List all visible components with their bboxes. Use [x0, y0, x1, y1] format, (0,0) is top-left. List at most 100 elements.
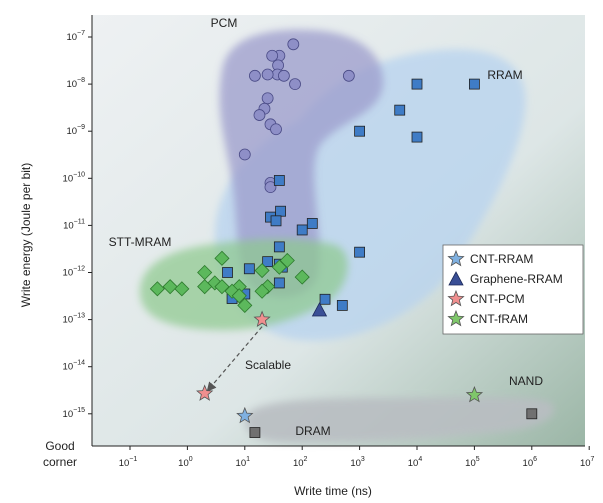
rram-point	[394, 104, 406, 116]
rram-point	[273, 175, 285, 186]
stt-mram-point	[149, 281, 165, 297]
rram-point	[273, 241, 285, 253]
legend-box	[442, 244, 584, 335]
rram-point	[319, 293, 331, 305]
region-label-nand: NAND	[509, 374, 543, 388]
dram-point	[249, 427, 261, 438]
rram-point	[411, 131, 423, 143]
y-ticks: 10−7 10−8 10−9 10−10 10−11 10−12 10−13 10−14 10−…	[63, 30, 92, 420]
region-label-rram: RRAM	[487, 68, 522, 82]
data-marks	[149, 38, 538, 438]
pcm-point	[249, 69, 261, 82]
rram-point	[270, 215, 282, 227]
pcm-point	[287, 38, 300, 51]
x-tick-label: 103	[350, 456, 365, 469]
rram-point	[275, 205, 286, 217]
stt-mram-point	[162, 279, 178, 295]
stt-mram-point	[254, 262, 270, 279]
dram-points	[249, 427, 261, 438]
pcm-point	[261, 92, 274, 105]
x-ticks: 10−1 100 101 102 103 104 105 106 107	[119, 446, 595, 469]
region-label-stt-mram: STT-MRAM	[109, 235, 172, 249]
legend-label: CNT-PCM	[470, 292, 525, 306]
cnt-fram-point	[465, 385, 484, 403]
legend-label: CNT-fRAM	[470, 312, 528, 326]
region-label-pcm: PCM	[211, 16, 238, 30]
rram-point	[262, 256, 274, 268]
legend-marker-graphene-rram	[448, 271, 464, 286]
y-axis-label: Write energy (Joule per bit)	[19, 163, 33, 308]
legend-marker-cnt-rram	[447, 249, 465, 267]
y-tick-label: 10−15	[63, 407, 86, 420]
stt-mram-point	[231, 288, 247, 304]
x-tick-label: 104	[408, 456, 423, 469]
nand-point	[526, 408, 538, 420]
stt-mram-point	[214, 250, 230, 266]
nand-points	[526, 408, 538, 420]
pcm-point	[238, 148, 251, 161]
stt-mram-point	[294, 269, 310, 285]
y-tick-label: 10−10	[63, 171, 86, 184]
pcm-region	[219, 29, 384, 298]
x-tick-label: 106	[523, 456, 538, 469]
rram-point	[222, 267, 233, 278]
stt-mram-point	[237, 297, 253, 313]
x-tick-label: 100	[178, 456, 193, 469]
y-tick-label: 10−12	[63, 266, 86, 279]
stt-mram-point	[214, 279, 230, 295]
stt-mram-point	[271, 259, 287, 275]
pcm-point	[266, 49, 279, 62]
rram-point	[306, 218, 318, 229]
x-tick-label: 10−1	[119, 456, 138, 469]
pcm-point	[261, 68, 274, 81]
dram-nand-region	[245, 397, 555, 443]
good-corner-label-line2: corner	[43, 455, 77, 469]
cnt-fram-points	[465, 385, 484, 403]
rram-point	[243, 263, 255, 275]
x-tick-label: 107	[580, 456, 595, 469]
rram-point	[468, 78, 480, 90]
pcm-point	[289, 78, 301, 90]
stt-mram-points	[149, 250, 310, 313]
stt-mram-point	[279, 252, 295, 269]
legend-marker-cnt-pcm	[447, 289, 465, 307]
legend-marker-cnt-fram	[447, 309, 465, 327]
stt-mram-point	[254, 283, 270, 299]
legend-label: Graphene-RRAM	[470, 272, 563, 286]
y-tick-label: 10−13	[63, 313, 86, 326]
region-label-dram: DRAM	[295, 424, 330, 438]
good-corner-label-line1: Good	[45, 439, 74, 453]
stt-mram-point	[260, 279, 276, 295]
cnt-rram-points	[236, 406, 254, 424]
rram-point	[354, 246, 366, 258]
stt-mram-point	[197, 279, 213, 295]
y-tick-label: 10−14	[63, 360, 86, 373]
rram-point	[411, 78, 423, 90]
legend-label: CNT-RRAM	[470, 252, 533, 266]
x-tick-label: 105	[465, 456, 480, 469]
cnt-pcm-points	[196, 310, 271, 401]
graphene-rram-point	[311, 302, 328, 317]
stt-mram-point	[224, 283, 240, 299]
y-tick-label: 10−9	[66, 124, 85, 137]
rram-point	[273, 277, 285, 289]
rram-point	[296, 224, 308, 236]
pcm-point	[270, 123, 282, 136]
pcm-point	[278, 69, 290, 82]
pcm-point	[342, 69, 355, 82]
cnt-pcm-point	[253, 310, 271, 327]
legend-entries: CNT-RRAM Graphene-RRAM CNT-PCM CNT-fRAM	[447, 249, 563, 327]
x-tick-label: 102	[293, 456, 308, 469]
graphene-rram-points	[311, 302, 328, 317]
y-tick-label: 10−8	[66, 77, 85, 90]
legend: CNT-RRAM Graphene-RRAM CNT-PCM CNT-fRAM	[442, 244, 584, 335]
pcm-points	[238, 38, 355, 194]
x-axis-label: Write time (ns)	[294, 484, 372, 498]
pcm-point	[253, 109, 266, 121]
region-label-scalable: Scalable	[245, 358, 291, 372]
y-tick-label: 10−11	[63, 218, 85, 231]
pcm-point	[264, 181, 277, 194]
cnt-rram-point	[236, 406, 254, 424]
rram-point	[354, 125, 366, 137]
stt-mram-point	[174, 281, 190, 297]
